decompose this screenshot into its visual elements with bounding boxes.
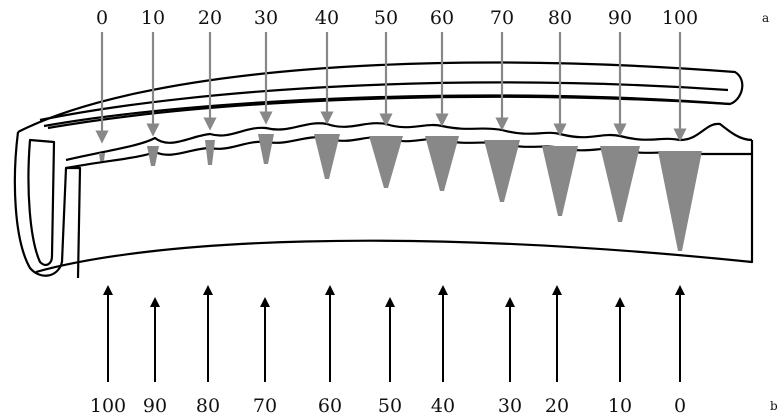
wedge: [425, 136, 459, 191]
bottom-label: 80: [196, 395, 220, 417]
bottom-label: 10: [608, 395, 632, 417]
top-label: 70: [490, 7, 514, 29]
bottom-label: 90: [143, 395, 167, 417]
wedge: [484, 140, 520, 202]
bottom-label: 60: [318, 395, 342, 417]
wedge: [258, 134, 274, 164]
wedges: [99, 134, 702, 251]
wedge: [542, 146, 578, 216]
top-label: 100: [662, 7, 698, 29]
bottom-label: 0: [674, 395, 686, 417]
wedge: [369, 136, 403, 188]
bottom-label: 30: [498, 395, 522, 417]
top-label: 60: [430, 7, 454, 29]
side-label-a: a: [762, 11, 769, 25]
top-label: 50: [374, 7, 398, 29]
wedge: [99, 153, 105, 161]
bottom-label: 20: [545, 395, 569, 417]
top-label: 0: [96, 7, 108, 29]
wedge: [314, 134, 340, 179]
bottom-label: 40: [431, 395, 455, 417]
wedge: [147, 146, 159, 166]
left-fold: [13, 131, 82, 279]
wedge: [658, 151, 702, 251]
top-label: 90: [608, 7, 632, 29]
bottom-label: 50: [378, 395, 402, 417]
bottom-edge: [35, 140, 754, 274]
top-label: 30: [254, 7, 278, 29]
bottom-label: 100: [90, 395, 126, 417]
top-label: 20: [198, 7, 222, 29]
top-label: 80: [548, 7, 572, 29]
top-label: 10: [141, 7, 165, 29]
top-label: 40: [315, 7, 339, 29]
inner-fold: [27, 138, 56, 266]
wedge: [205, 140, 215, 165]
outer-top: [17, 61, 744, 133]
side-label-b: b: [770, 399, 778, 413]
stripe: [39, 81, 729, 122]
bottom-label: 70: [253, 395, 277, 417]
arrows: [95, 32, 687, 382]
wedge: [600, 146, 640, 222]
